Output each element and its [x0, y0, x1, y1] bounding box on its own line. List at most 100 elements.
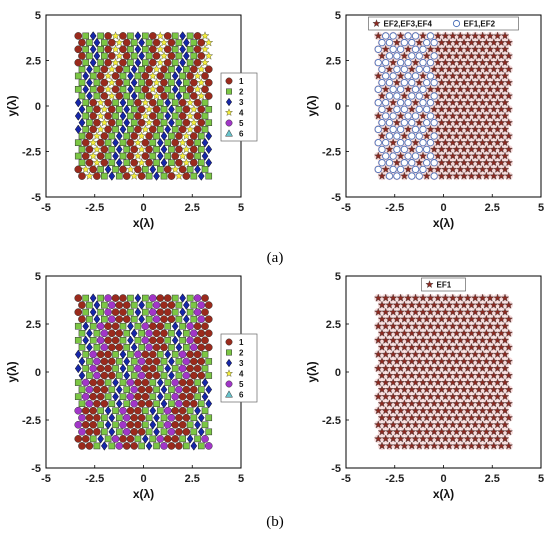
array-element-marker: [463, 392, 472, 401]
array-element-marker: [156, 391, 164, 402]
array-element-marker: [452, 171, 461, 180]
array-element-marker: [74, 45, 83, 54]
array-element-marker: [96, 124, 106, 134]
array-element-marker: [385, 300, 394, 309]
array-element-marker: [115, 428, 123, 436]
array-element-marker: [107, 105, 116, 114]
array-element-marker: [393, 132, 401, 140]
array-element-marker: [204, 37, 214, 47]
array-element-marker: [155, 44, 165, 54]
array-element-marker: [463, 58, 472, 67]
array-element-marker: [504, 64, 514, 73]
array-element-marker: [404, 139, 412, 147]
array-element-marker: [115, 301, 124, 309]
array-element-marker: [125, 164, 135, 174]
array-element-marker: [160, 442, 168, 450]
array-element-marker: [108, 146, 116, 153]
array-element-marker: [112, 126, 119, 133]
array-element-marker: [411, 349, 420, 359]
array-element-marker: [141, 72, 150, 80]
array-element-marker: [456, 31, 465, 40]
array-element-marker: [415, 52, 423, 60]
array-element-marker: [493, 335, 502, 344]
array-element-marker: [134, 293, 142, 303]
array-element-marker: [456, 138, 465, 147]
array-element-marker: [500, 307, 510, 316]
array-element-marker: [167, 427, 176, 436]
array-element-marker: [485, 349, 495, 359]
array-element-marker: [104, 336, 112, 345]
array-element-marker: [474, 118, 484, 127]
array-element-marker: [93, 172, 101, 180]
array-element-marker: [175, 385, 183, 394]
y-tick-label: -2.5: [322, 147, 341, 159]
array-element-marker: [82, 71, 90, 81]
array-element-marker: [470, 406, 480, 415]
array-element-marker: [467, 356, 476, 366]
array-element-marker: [171, 378, 180, 387]
array-element-marker: [478, 98, 487, 107]
array-element-marker: [448, 378, 458, 387]
array-element-marker: [141, 350, 150, 359]
array-element-marker: [111, 85, 120, 94]
array-element-marker: [189, 145, 198, 154]
array-element-marker: [474, 144, 484, 154]
array-element-marker: [85, 145, 94, 154]
y-tick-label: 2.5: [26, 56, 41, 68]
array-element-marker: [497, 413, 506, 422]
array-element-marker: [411, 85, 420, 93]
array-element-marker: [400, 159, 409, 167]
array-element-marker: [474, 328, 484, 337]
array-element-marker: [114, 51, 124, 60]
array-element-marker: [381, 293, 390, 302]
array-element-marker: [485, 71, 495, 80]
legend-label: 5: [239, 380, 244, 389]
array-element-marker: [422, 300, 431, 309]
array-element-marker: [426, 335, 435, 344]
array-element-marker: [407, 356, 417, 366]
array-element-marker: [160, 301, 168, 309]
array-element-marker: [474, 427, 484, 436]
array-element-marker: [422, 171, 431, 180]
array-element-marker: [423, 78, 431, 87]
array-element-marker: [74, 97, 82, 108]
array-element-marker: [138, 314, 146, 324]
array-element-marker: [485, 434, 495, 443]
array-element-marker: [444, 427, 454, 436]
array-element-marker: [382, 112, 390, 120]
array-element-marker: [171, 406, 180, 415]
array-element-marker: [201, 407, 209, 415]
array-element-marker: [437, 328, 446, 337]
array-element-marker: [96, 392, 105, 401]
array-element-marker: [426, 363, 435, 373]
array-element-marker: [448, 98, 458, 107]
array-element-marker: [433, 307, 443, 316]
array-element-marker: [168, 400, 175, 407]
array-element-marker: [429, 427, 439, 436]
array-element-marker: [115, 92, 124, 100]
legend-label: 1: [239, 338, 244, 347]
array-element-marker: [411, 363, 420, 373]
array-element-marker: [411, 434, 420, 443]
array-element-marker: [467, 371, 476, 380]
array-element-marker: [115, 442, 124, 450]
array-element-marker: [104, 32, 112, 40]
array-element-marker: [134, 350, 142, 359]
array-element-marker: [78, 92, 86, 100]
array-element-marker: [189, 117, 199, 127]
array-element-marker: [115, 315, 124, 324]
array-element-marker: [404, 58, 412, 67]
array-element-marker: [389, 72, 397, 80]
array-element-marker: [141, 364, 150, 373]
array-element-marker: [115, 119, 123, 126]
array-element-marker: [396, 45, 405, 53]
array-element-marker: [478, 420, 487, 429]
array-element-marker: [497, 441, 506, 450]
array-element-marker: [168, 92, 175, 100]
array-element-marker: [201, 126, 209, 133]
array-element-marker: [74, 379, 82, 386]
array-element-marker: [93, 37, 101, 48]
array-element-marker: [504, 300, 514, 309]
array-element-marker: [463, 84, 472, 93]
array-element-marker: [378, 78, 386, 87]
